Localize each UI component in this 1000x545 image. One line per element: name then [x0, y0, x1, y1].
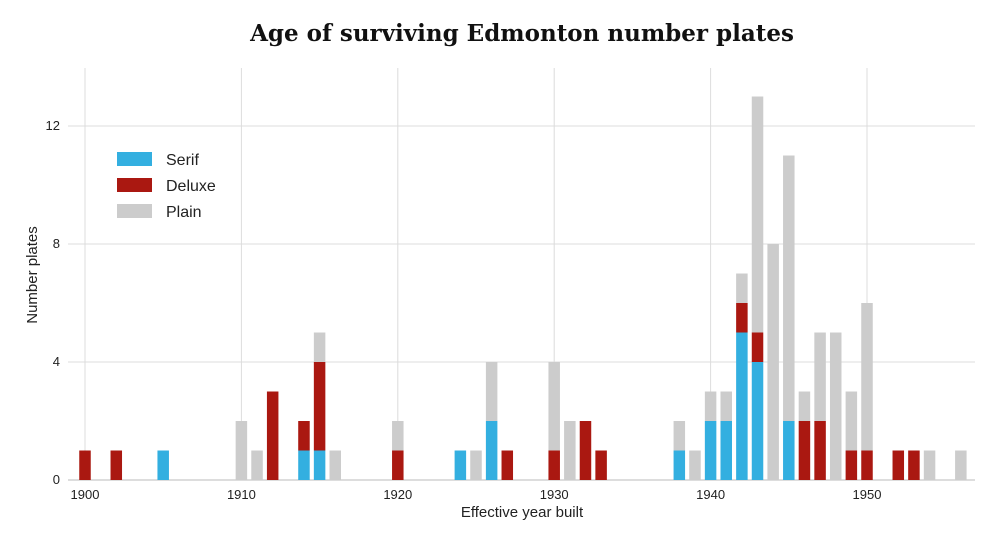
bar-deluxe-1953 — [908, 450, 920, 480]
x-tick-label: 1940 — [696, 487, 725, 502]
bar-serif-1926 — [485, 421, 498, 480]
bar-plain-1926 — [485, 362, 498, 421]
bars — [79, 96, 967, 480]
bar-plain-1941 — [720, 391, 732, 421]
x-tick-label: 1900 — [71, 487, 100, 502]
bar-serif-1945 — [783, 421, 795, 480]
bar-plain-1943 — [751, 96, 764, 333]
legend-swatch-plain — [117, 204, 152, 218]
bar-plain-1930 — [548, 362, 560, 451]
bar-plain-1954 — [923, 450, 936, 480]
y-tick-label: 12 — [46, 118, 60, 133]
legend-swatch-deluxe — [117, 178, 152, 192]
bar-deluxe-1915 — [313, 362, 326, 451]
bar-deluxe-1912 — [266, 391, 279, 480]
legend-label-deluxe: Deluxe — [166, 178, 216, 195]
bar-deluxe-1952 — [892, 450, 905, 480]
legend: Serif Deluxe Plain — [117, 152, 216, 221]
bar-deluxe-1920 — [392, 450, 404, 480]
bar-deluxe-1933 — [595, 450, 607, 480]
bar-plain-1948 — [829, 332, 842, 480]
bar-plain-1945 — [783, 155, 795, 421]
x-tick-label: 1950 — [853, 487, 882, 502]
y-axis-label: Number plates — [24, 226, 41, 324]
bar-plain-1938 — [673, 421, 686, 451]
bar-serif-1942 — [736, 332, 748, 480]
bar-plain-1944 — [767, 244, 779, 480]
legend-label-plain: Plain — [166, 204, 202, 221]
bar-plain-1946 — [798, 391, 811, 421]
bar-deluxe-1902 — [110, 450, 123, 480]
bar-plain-1920 — [392, 421, 404, 451]
y-tick-label: 8 — [53, 236, 60, 251]
bar-deluxe-1950 — [861, 450, 873, 480]
bar-plain-1947 — [814, 332, 826, 421]
bar-deluxe-1930 — [548, 450, 560, 480]
bar-deluxe-1943 — [751, 332, 764, 362]
bar-plain-1940 — [704, 391, 717, 421]
bar-serif-1941 — [720, 421, 732, 480]
bar-serif-1943 — [751, 362, 764, 480]
bar-deluxe-1946 — [798, 421, 811, 480]
legend-swatch-serif — [117, 152, 152, 166]
bar-plain-1916 — [329, 450, 341, 480]
bar-deluxe-1932 — [579, 421, 592, 480]
bar-plain-1939 — [689, 450, 701, 480]
bar-deluxe-1942 — [736, 303, 748, 333]
x-tick-label: 1920 — [383, 487, 412, 502]
bar-serif-1905 — [157, 450, 169, 480]
legend-label-serif: Serif — [166, 152, 199, 169]
x-axis-label: Effective year built — [461, 504, 584, 521]
bar-deluxe-1947 — [814, 421, 826, 480]
bar-plain-1956 — [955, 450, 967, 480]
bar-plain-1910 — [235, 421, 248, 480]
bar-deluxe-1927 — [501, 450, 514, 480]
x-tick-label: 1930 — [540, 487, 569, 502]
y-tick-label: 0 — [53, 472, 60, 487]
bar-deluxe-1914 — [298, 421, 310, 451]
bar-deluxe-1949 — [845, 450, 858, 480]
bar-serif-1914 — [298, 450, 310, 480]
bar-plain-1915 — [313, 332, 326, 362]
x-tick-label: 1910 — [227, 487, 256, 502]
bar-plain-1911 — [251, 450, 263, 480]
bar-plain-1950 — [861, 303, 873, 451]
y-tick-label: 4 — [53, 354, 60, 369]
bar-serif-1915 — [313, 450, 326, 480]
bar-serif-1940 — [704, 421, 717, 480]
bar-deluxe-1900 — [79, 450, 91, 480]
tick-labels: 1900 1910 1920 1930 1940 1950 0 4 8 12 — [46, 118, 882, 502]
chart-title: Age of surviving Edmonton number plates — [250, 20, 794, 47]
bar-plain-1925 — [470, 450, 482, 480]
bar-plain-1931 — [564, 421, 576, 480]
bar-serif-1938 — [673, 450, 686, 480]
bar-plain-1942 — [736, 273, 748, 303]
bar-serif-1924 — [454, 450, 467, 480]
bar-plain-1949 — [845, 391, 858, 451]
